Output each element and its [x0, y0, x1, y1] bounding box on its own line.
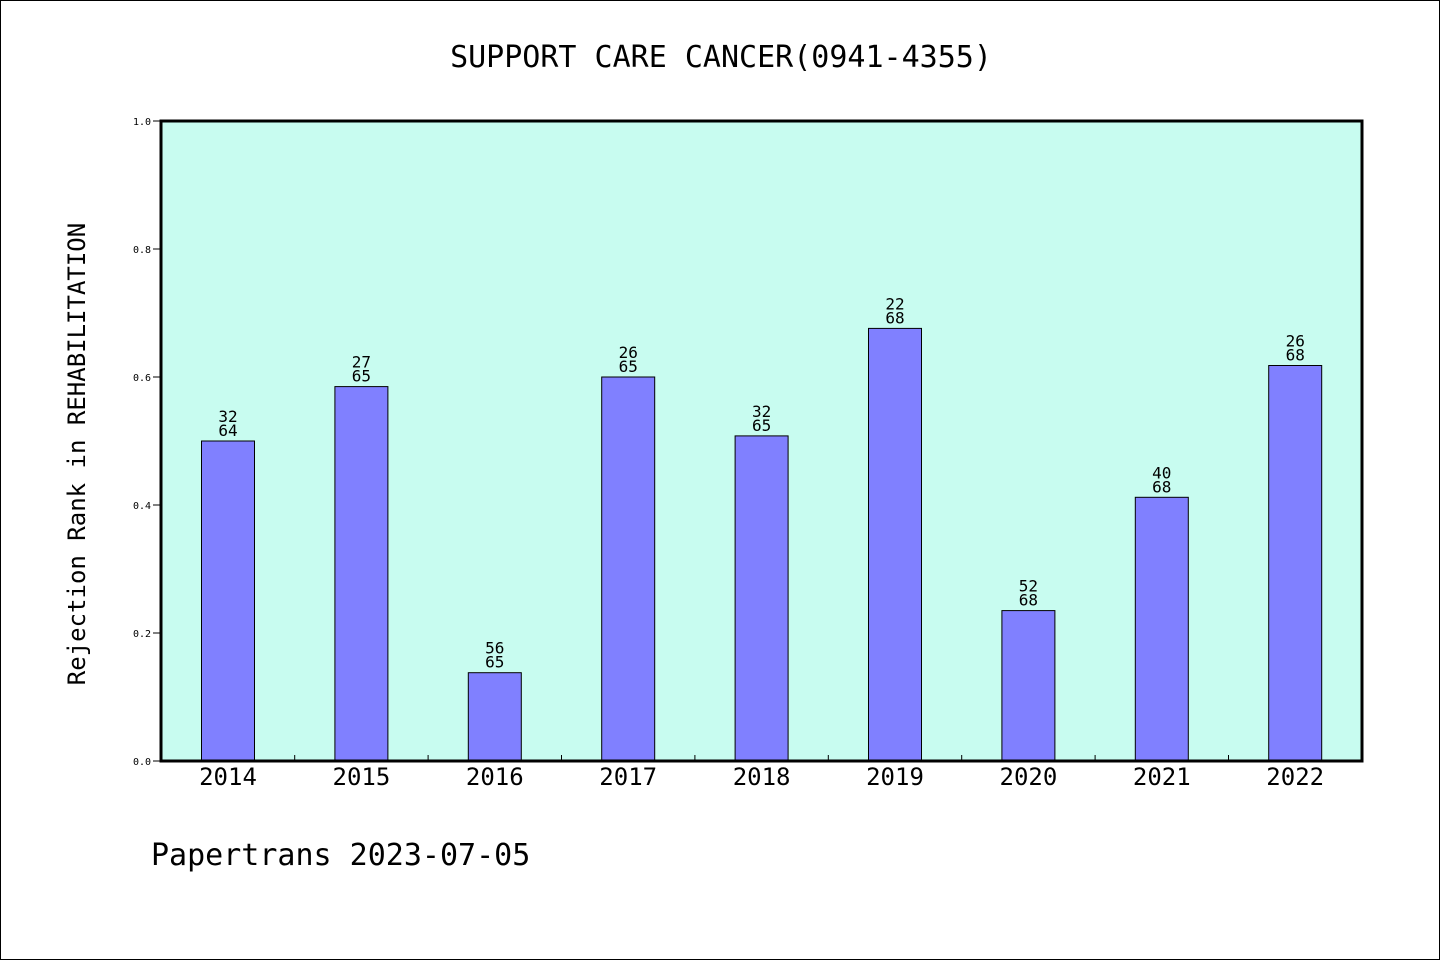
bar-2014 — [201, 440, 255, 762]
y-axis-ticks: 0.0 0.2 0.4 0.6 0.8 1.0 — [133, 117, 161, 768]
bar-label-rank: 56 — [485, 639, 504, 658]
bar-2021 — [1134, 496, 1189, 762]
x-tick-label: 2018 — [733, 763, 791, 791]
bar-2022 — [1268, 365, 1323, 762]
y-tick-label: 1.0 — [133, 117, 151, 128]
x-tick-label: 2016 — [466, 763, 524, 791]
bar-label-total: 65 — [352, 367, 371, 386]
bar-2017 — [601, 376, 656, 762]
y-axis-label: Rejection Rank in REHABILITATION — [63, 223, 91, 685]
x-axis-ticks: 2014 2015 2016 2017 2018 2019 2020 2021 2022 — [199, 755, 1324, 791]
plot-frame — [159, 119, 1364, 763]
bar-label-total: 65 — [485, 653, 504, 672]
x-tick-label: 2021 — [1133, 763, 1191, 791]
bar-label-rank: 40 — [1152, 463, 1171, 482]
bar-label-rank: 22 — [885, 294, 904, 313]
bar-label-total: 64 — [218, 421, 237, 440]
x-tick-label: 2022 — [1266, 763, 1324, 791]
chart-title: SUPPORT CARE CANCER(0941-4355) — [450, 40, 992, 75]
bar-2020 — [1001, 610, 1056, 762]
bar-label-total: 65 — [752, 416, 771, 435]
bar-2016 — [467, 672, 522, 762]
x-tick-label: 2019 — [866, 763, 924, 791]
y-tick-label: 0.6 — [133, 373, 151, 384]
x-tick-label: 2014 — [199, 763, 257, 791]
bar-label-total: 68 — [1152, 477, 1171, 496]
bar-label-rank: 52 — [1019, 577, 1038, 596]
y-tick-label: 0.8 — [133, 245, 151, 256]
y-tick-label: 0.4 — [133, 501, 151, 512]
bar-label-rank: 26 — [619, 343, 638, 362]
x-tick-label: 2015 — [333, 763, 391, 791]
bar-label-rank: 26 — [1286, 332, 1305, 351]
bar-2015 — [334, 386, 389, 762]
bar-2018 — [734, 435, 789, 762]
y-tick-label: 0.2 — [133, 629, 151, 640]
bar-2019 — [868, 327, 922, 762]
bar-label-total: 68 — [1286, 346, 1305, 365]
bar-label-rank: 32 — [752, 402, 771, 421]
footer-text: Papertrans 2023-07-05 — [151, 838, 530, 873]
bar-label-total: 65 — [619, 357, 638, 376]
x-tick-label: 2017 — [599, 763, 657, 791]
y-tick-label: 0.0 — [133, 757, 151, 768]
bar-label-rank: 32 — [218, 407, 237, 426]
bar-label-total: 68 — [885, 308, 904, 327]
x-tick-label: 2020 — [1000, 763, 1058, 791]
bar-label-total: 68 — [1019, 591, 1038, 610]
bar-label-rank: 27 — [352, 353, 371, 372]
